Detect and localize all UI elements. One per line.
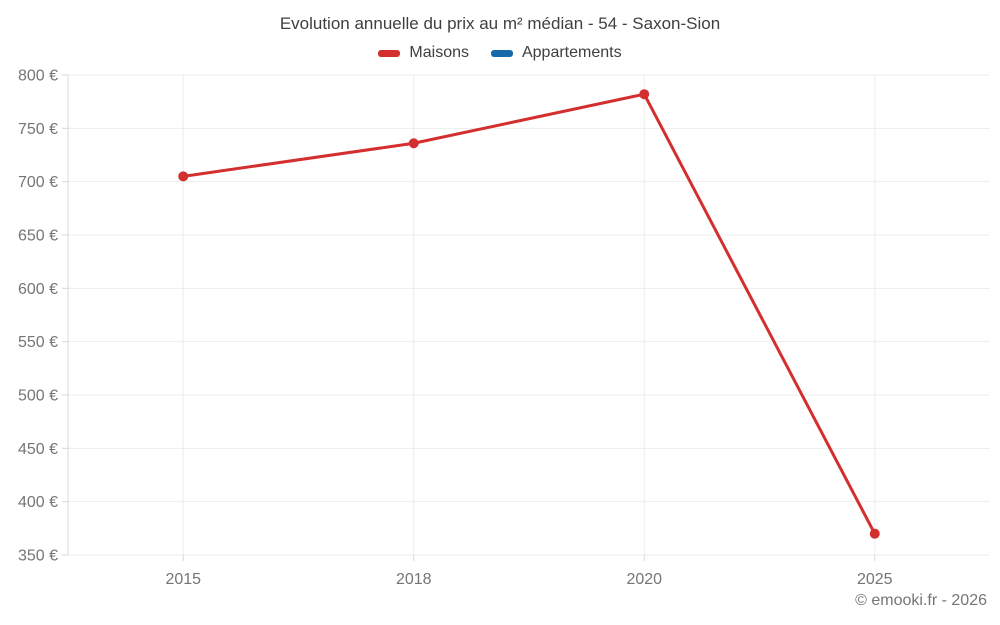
y-tick-label: 500 € (18, 388, 58, 405)
y-tick-label: 450 € (18, 441, 58, 458)
maisons-data-point-2015[interactable] (178, 171, 189, 182)
y-tick-label: 350 € (18, 548, 58, 565)
maisons-legend-swatch-icon (378, 49, 401, 57)
y-tick-label: 700 € (18, 174, 58, 191)
appartements-legend-swatch-icon (490, 49, 513, 57)
x-tick-label: 2025 (857, 571, 893, 588)
legend-item-appartements[interactable]: Appartements (490, 44, 622, 62)
x-tick-label: 2015 (165, 571, 201, 588)
attribution-text: © emooki.fr - 2026 (855, 592, 987, 609)
maisons-series-line (181, 92, 877, 536)
appartements-legend-label: Appartements (521, 44, 622, 61)
y-tick-label: 600 € (18, 281, 58, 298)
chart-legend: Maisons Appartements (0, 44, 1000, 62)
legend-item-maisons[interactable]: Maisons (378, 44, 469, 62)
y-tick-label: 400 € (18, 494, 58, 511)
y-tick-label: 650 € (18, 228, 58, 245)
x-tick-label: 2020 (626, 571, 662, 588)
x-tick-label: 2018 (396, 571, 432, 588)
chart-title: Evolution annuelle du prix au m² médian … (279, 14, 721, 33)
maisons-data-point-2018[interactable] (408, 138, 419, 149)
y-tick-label: 800 € (18, 68, 58, 85)
maisons-data-point-2025[interactable] (869, 528, 880, 539)
maisons-legend-label: Maisons (409, 44, 469, 61)
y-tick-label: 550 € (18, 334, 58, 351)
y-tick-label: 750 € (18, 121, 58, 138)
maisons-data-point-2020[interactable] (639, 89, 650, 100)
